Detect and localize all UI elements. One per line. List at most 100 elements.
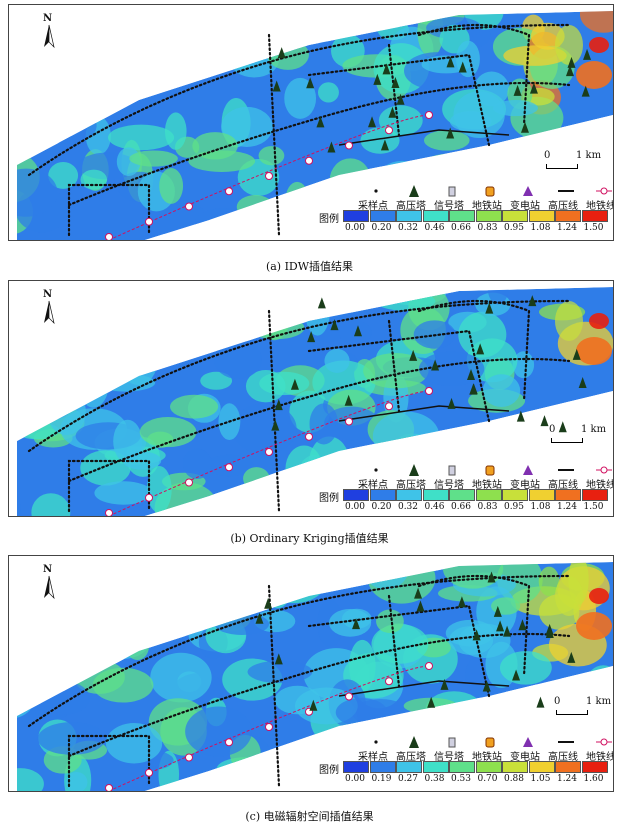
scale-bar: 0 1 km xyxy=(549,424,613,446)
legend-symbol-icon xyxy=(437,736,467,748)
legend-symbol-label: 高压塔 xyxy=(396,201,426,212)
legend-symbol-icon xyxy=(551,736,581,748)
legend-value-label: 0.53 xyxy=(450,774,472,784)
legend: 采样点 高压塔 信号塔 地铁站 变电站 高压线 地铁线 图例 0.00 0.19 0.27 0.38 0… xyxy=(319,736,613,788)
legend-symbol-label: 信号塔 xyxy=(434,480,464,491)
legend: 采样点 高压塔 信号塔 地铁站 变电站 高压线 地铁线 图例 0.00 0.20 0.32 0.46 0… xyxy=(319,464,613,516)
legend-symbol: 高压线 xyxy=(548,736,581,763)
legend-symbols: 采样点 高压塔 信号塔 地铁站 变电站 高压线 地铁线 xyxy=(319,185,613,212)
legend-symbol-label: 采样点 xyxy=(358,752,388,763)
legend-swatch xyxy=(475,761,502,773)
legend-symbol: 高压线 xyxy=(548,464,581,491)
legend-value-label: 0.00 xyxy=(344,223,366,233)
legend-symbol-label: 采样点 xyxy=(358,201,388,212)
legend-title: 图例 xyxy=(319,493,339,504)
legend-value-label: 1.50 xyxy=(583,223,604,233)
legend-swatch xyxy=(528,761,555,773)
legend-symbol: 信号塔 xyxy=(434,736,467,763)
legend-symbol-label: 地铁线 xyxy=(586,480,614,491)
legend-symbol-icon xyxy=(361,736,391,748)
legend-symbol-label: 信号塔 xyxy=(434,752,464,763)
legend-swatch xyxy=(502,489,528,501)
legend-value-label: 0.95 xyxy=(503,502,525,512)
legend-symbol-label: 高压线 xyxy=(548,201,578,212)
legend-value-label: 0.70 xyxy=(477,774,498,784)
legend-symbol-icon xyxy=(399,185,429,197)
legend-symbol: 变电站 xyxy=(510,736,543,763)
north-arrow-icon: N xyxy=(39,289,59,329)
legend-swatch xyxy=(581,761,608,773)
legend-symbol-label: 信号塔 xyxy=(434,201,464,212)
legend-symbol-icon xyxy=(551,464,581,476)
legend-swatch xyxy=(502,210,528,222)
map-panel-c: N 0 1 km 采样点 高压塔 信号塔 地铁站 变电站 高压线 地铁线 图例 0.00 0.19… xyxy=(8,555,614,792)
legend-swatch xyxy=(475,210,502,222)
caption-b: (b) Ordinary Kriging插值结果 xyxy=(230,532,389,545)
legend-swatch xyxy=(475,489,502,501)
legend-symbol: 地铁站 xyxy=(472,185,505,212)
legend-symbol-icon xyxy=(437,464,467,476)
legend-swatch xyxy=(449,489,475,501)
legend-symbol-label: 变电站 xyxy=(510,752,540,763)
legend-symbols: 采样点 高压塔 信号塔 地铁站 变电站 高压线 地铁线 xyxy=(319,464,613,491)
legend-value-label: 1.08 xyxy=(530,223,551,233)
interpolation-map xyxy=(17,287,613,516)
legend-swatch xyxy=(422,761,449,773)
legend-value-label: 0.19 xyxy=(371,774,392,784)
legend-value-label: 0.00 xyxy=(344,502,366,512)
legend-symbol: 高压塔 xyxy=(396,464,429,491)
legend-value-label: 0.32 xyxy=(397,502,419,512)
legend-title: 图例 xyxy=(319,214,339,225)
legend-value-label: 1.60 xyxy=(583,774,604,784)
legend-value-label: 0.38 xyxy=(424,774,445,784)
legend-swatch xyxy=(502,761,528,773)
legend-swatch xyxy=(449,210,475,222)
legend-swatch xyxy=(581,489,608,501)
legend-symbol: 采样点 xyxy=(358,464,391,491)
scale-bar: 0 1 km xyxy=(554,696,613,718)
legend-symbol: 信号塔 xyxy=(434,185,467,212)
legend-value-label: 1.50 xyxy=(583,502,604,512)
legend-symbol-icon xyxy=(475,185,505,197)
legend-title: 图例 xyxy=(319,765,339,776)
legend-symbol-label: 高压塔 xyxy=(396,480,426,491)
legend-value-label: 1.05 xyxy=(530,774,551,784)
legend-value-label: 0.32 xyxy=(397,223,419,233)
legend-value-label: 0.27 xyxy=(397,774,419,784)
legend-symbol-icon xyxy=(361,464,391,476)
legend-symbol-label: 变电站 xyxy=(510,201,540,212)
legend-color-scale: 0.00 0.20 0.32 0.46 0.66 0.83 0.95 1.08 1.24 1.50 xyxy=(343,210,609,236)
legend-symbol-label: 高压塔 xyxy=(396,752,426,763)
legend-symbol: 地铁站 xyxy=(472,736,505,763)
legend-swatch xyxy=(555,489,581,501)
interpolation-map xyxy=(17,562,613,791)
legend-symbol: 地铁线 xyxy=(586,736,613,763)
legend-symbol-icon xyxy=(513,736,543,748)
legend-swatch xyxy=(369,210,396,222)
legend-value-label: 0.66 xyxy=(450,502,472,512)
legend-swatch xyxy=(343,761,369,773)
map-panel-b: N 0 1 km 采样点 高压塔 信号塔 地铁站 变电站 高压线 地铁线 图例 0.00 0.20… xyxy=(8,280,614,517)
legend-symbol-icon xyxy=(399,736,429,748)
legend-swatch xyxy=(369,761,396,773)
legend-value-label: 1.08 xyxy=(530,502,551,512)
legend-symbol-icon xyxy=(513,185,543,197)
caption-c: (c) 电磁辐射空间插值结果 xyxy=(245,810,374,823)
north-arrow-icon: N xyxy=(39,564,59,604)
scale-bar: 0 1 km xyxy=(544,150,613,172)
legend-symbol: 采样点 xyxy=(358,185,391,212)
legend-symbol-label: 高压线 xyxy=(548,752,578,763)
legend-symbol: 高压塔 xyxy=(396,736,429,763)
legend-symbol-label: 地铁线 xyxy=(586,201,614,212)
legend-symbol: 变电站 xyxy=(510,464,543,491)
legend-symbol-icon xyxy=(475,736,505,748)
north-arrow-icon: N xyxy=(39,13,59,53)
legend-symbol-icon xyxy=(399,464,429,476)
legend-swatch xyxy=(581,210,608,222)
legend-symbol: 信号塔 xyxy=(434,464,467,491)
legend-symbol-icon xyxy=(437,185,467,197)
legend-swatch xyxy=(343,210,369,222)
legend-value-label: 0.83 xyxy=(477,223,498,233)
legend-color-scale: 0.00 0.20 0.32 0.46 0.66 0.83 0.95 1.08 1.24 1.50 xyxy=(343,489,609,515)
legend-value-label: 0.95 xyxy=(503,223,525,233)
